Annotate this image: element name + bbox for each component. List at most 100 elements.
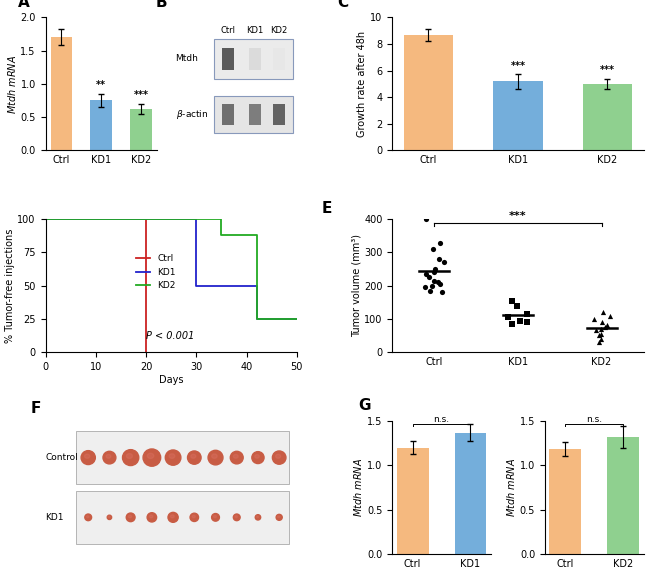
Ellipse shape	[86, 516, 89, 518]
KD1	[42, 216, 49, 223]
Text: ***: ***	[600, 65, 615, 75]
Ellipse shape	[278, 516, 280, 518]
KD1	[192, 282, 200, 289]
KD2	[293, 315, 301, 322]
Ellipse shape	[147, 512, 157, 522]
Point	[522, 318, 532, 327]
Bar	[396, 448, 428, 554]
Ellipse shape	[165, 450, 181, 465]
Bar	[213, 38, 293, 79]
Point	[507, 319, 517, 328]
Ellipse shape	[81, 451, 96, 465]
Text: n.s.: n.s.	[586, 415, 603, 424]
Point	[597, 318, 607, 327]
KD1	[192, 216, 200, 223]
Ellipse shape	[257, 516, 259, 518]
Point	[421, 215, 431, 224]
Bar	[493, 81, 543, 150]
Point	[600, 322, 610, 332]
Point	[597, 308, 608, 317]
Ellipse shape	[190, 513, 198, 521]
Bar	[130, 109, 151, 150]
Legend: Ctrl, KD1, KD2: Ctrl, KD1, KD2	[133, 251, 179, 294]
Point	[429, 268, 439, 277]
Ellipse shape	[148, 454, 154, 458]
Ellipse shape	[192, 515, 195, 518]
Point	[594, 331, 604, 340]
Text: **: **	[96, 80, 106, 90]
Ctrl	[142, 216, 150, 223]
Bar	[607, 437, 639, 554]
Point	[512, 301, 522, 310]
KD2	[253, 231, 261, 238]
Text: Ctrl: Ctrl	[220, 26, 235, 35]
Bar	[51, 37, 72, 150]
Bar	[222, 48, 234, 70]
Ellipse shape	[109, 517, 110, 518]
Text: ***: ***	[509, 211, 527, 221]
KD2	[218, 231, 226, 238]
Ellipse shape	[143, 449, 161, 466]
Bar	[454, 433, 486, 554]
Text: ***: ***	[133, 90, 148, 100]
Point	[434, 254, 444, 264]
Point	[432, 278, 443, 287]
Point	[601, 321, 612, 330]
Point	[430, 265, 440, 274]
Point	[521, 309, 532, 318]
Ellipse shape	[213, 515, 216, 518]
Ellipse shape	[212, 514, 220, 521]
Ellipse shape	[106, 454, 111, 458]
Bar	[404, 35, 453, 150]
Ellipse shape	[255, 455, 259, 458]
Ellipse shape	[191, 454, 196, 458]
Point	[589, 314, 599, 324]
Y-axis label: $Mtdh$ mRNA: $Mtdh$ mRNA	[352, 458, 365, 517]
Line: Ctrl: Ctrl	[46, 219, 146, 352]
Text: Mtdh: Mtdh	[176, 54, 198, 63]
Point	[428, 244, 438, 254]
Text: G: G	[358, 398, 370, 413]
KD2	[42, 216, 49, 223]
Point	[596, 329, 606, 339]
KD1	[253, 315, 261, 322]
X-axis label: Days: Days	[159, 374, 183, 385]
Y-axis label: $Mtdh$ mRNA: $Mtdh$ mRNA	[505, 458, 517, 517]
Bar	[213, 96, 293, 133]
Text: E: E	[322, 201, 332, 216]
Ellipse shape	[252, 452, 264, 463]
Point	[424, 273, 435, 282]
Ellipse shape	[103, 451, 116, 464]
Ellipse shape	[235, 516, 237, 518]
Text: A: A	[18, 0, 29, 10]
Point	[437, 287, 448, 297]
Point	[420, 283, 430, 292]
Point	[439, 258, 449, 267]
Point	[435, 279, 445, 289]
Point	[590, 326, 601, 335]
KD2	[218, 216, 226, 223]
Text: $\beta$-actin: $\beta$-actin	[176, 108, 208, 121]
Bar	[90, 100, 112, 150]
KD2	[253, 315, 261, 322]
Point	[596, 324, 606, 333]
Point	[424, 286, 435, 296]
Text: P < 0.001: P < 0.001	[146, 331, 194, 341]
Point	[596, 334, 606, 343]
Ellipse shape	[168, 512, 178, 522]
Line: KD1: KD1	[46, 219, 297, 319]
Text: Control: Control	[46, 453, 78, 462]
Bar	[249, 48, 261, 70]
Ellipse shape	[127, 454, 133, 458]
Point	[593, 338, 604, 347]
Ellipse shape	[208, 450, 223, 465]
Bar	[549, 449, 581, 554]
Ellipse shape	[233, 514, 240, 521]
Ellipse shape	[122, 449, 139, 466]
Ellipse shape	[255, 515, 261, 520]
Point	[515, 316, 525, 325]
Text: F: F	[31, 401, 41, 416]
KD1	[253, 282, 261, 289]
Y-axis label: Tumor volume (mm³): Tumor volume (mm³)	[351, 234, 361, 337]
Ellipse shape	[170, 515, 174, 518]
